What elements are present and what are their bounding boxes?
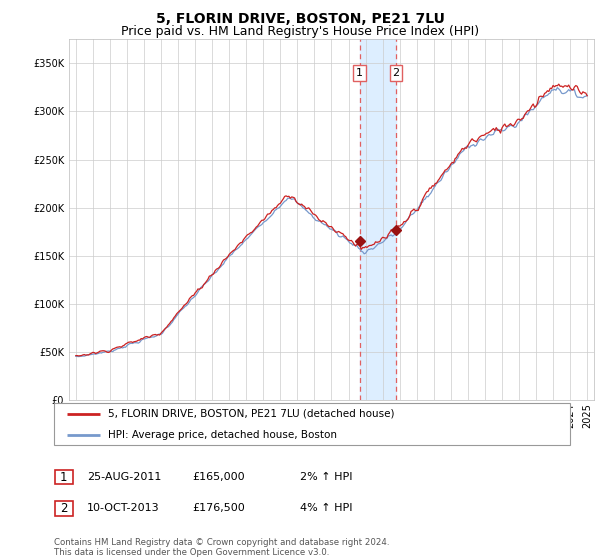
Text: 1: 1 <box>60 470 68 484</box>
Text: 4% ↑ HPI: 4% ↑ HPI <box>300 503 353 514</box>
Text: 2: 2 <box>392 68 400 78</box>
Text: 2: 2 <box>60 502 68 515</box>
Bar <box>359 39 396 400</box>
Text: 5, FLORIN DRIVE, BOSTON, PE21 7LU: 5, FLORIN DRIVE, BOSTON, PE21 7LU <box>155 12 445 26</box>
Text: 10-OCT-2013: 10-OCT-2013 <box>87 503 160 514</box>
FancyBboxPatch shape <box>55 501 73 516</box>
Text: 5, FLORIN DRIVE, BOSTON, PE21 7LU (detached house): 5, FLORIN DRIVE, BOSTON, PE21 7LU (detac… <box>108 409 395 419</box>
Text: Contains HM Land Registry data © Crown copyright and database right 2024.
This d: Contains HM Land Registry data © Crown c… <box>54 538 389 557</box>
Text: 25-AUG-2011: 25-AUG-2011 <box>87 472 161 482</box>
Text: £176,500: £176,500 <box>192 503 245 514</box>
FancyBboxPatch shape <box>54 403 570 445</box>
Text: HPI: Average price, detached house, Boston: HPI: Average price, detached house, Bost… <box>108 430 337 440</box>
Text: 2% ↑ HPI: 2% ↑ HPI <box>300 472 353 482</box>
Text: Price paid vs. HM Land Registry's House Price Index (HPI): Price paid vs. HM Land Registry's House … <box>121 25 479 38</box>
Text: 1: 1 <box>356 68 363 78</box>
Text: £165,000: £165,000 <box>192 472 245 482</box>
FancyBboxPatch shape <box>55 470 73 484</box>
